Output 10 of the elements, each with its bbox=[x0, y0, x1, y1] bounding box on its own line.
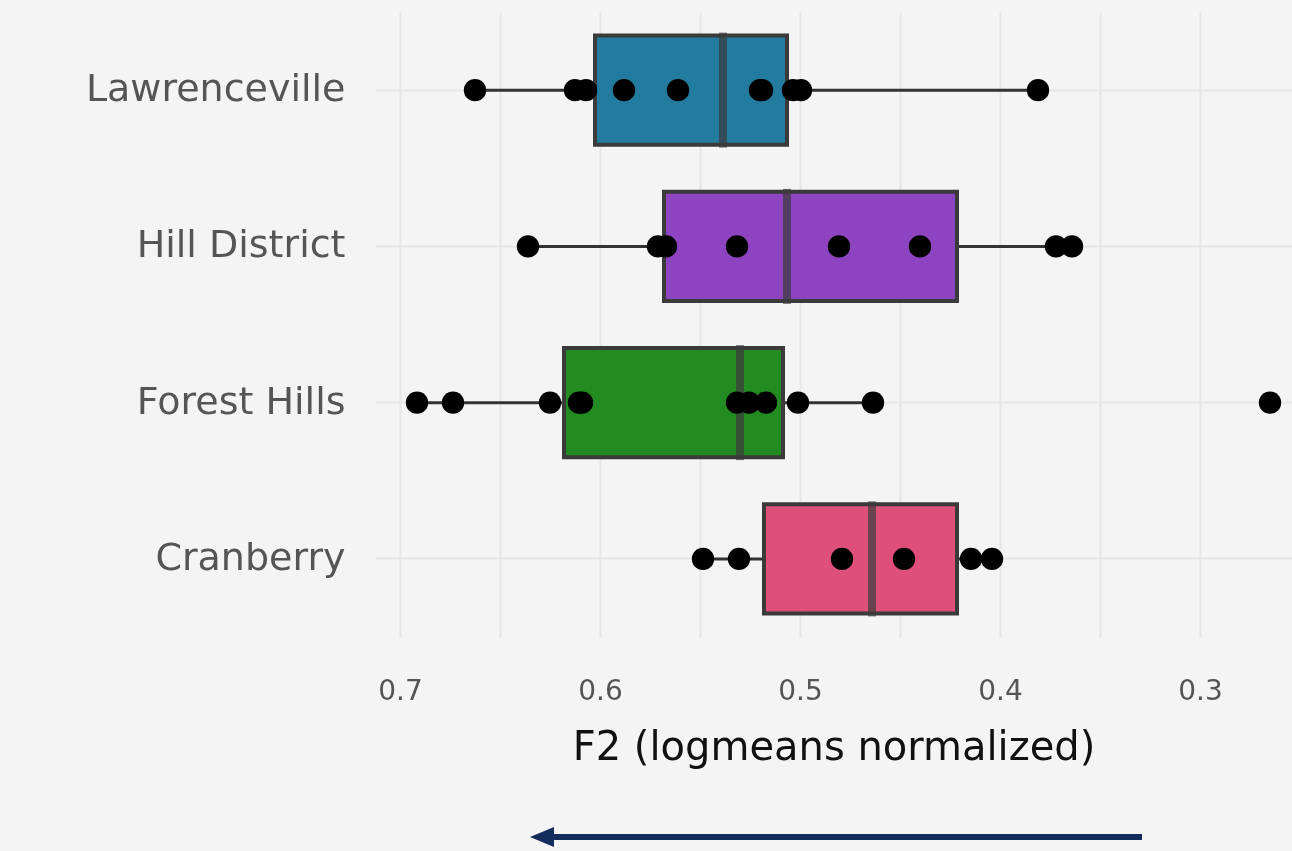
y-tick-label: Lawrenceville bbox=[85, 66, 346, 111]
x-tick-label: 0.6 bbox=[578, 673, 623, 707]
y-tick-label: Forest Hills bbox=[136, 378, 346, 423]
x-tick-label: 0.7 bbox=[378, 673, 423, 707]
x-tick-label: 0.4 bbox=[978, 673, 1023, 707]
y-tick-label: Cranberry bbox=[155, 534, 346, 579]
x-tick-label: 0.3 bbox=[1178, 673, 1223, 707]
x-axis-title: F2 (logmeans normalized) bbox=[572, 722, 1096, 769]
y-tick-label: Hill District bbox=[136, 222, 346, 267]
x-tick-label: 0.5 bbox=[778, 673, 823, 707]
